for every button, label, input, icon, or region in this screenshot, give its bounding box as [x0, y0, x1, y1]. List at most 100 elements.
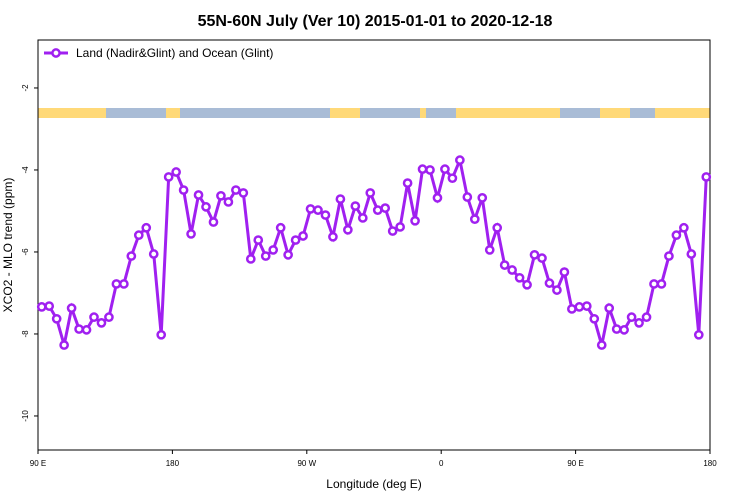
data-point — [245, 254, 256, 264]
ocean-band — [560, 108, 600, 118]
data-point — [387, 226, 398, 236]
data-point — [141, 222, 152, 233]
data-point — [462, 192, 473, 202]
data-point — [268, 245, 279, 255]
data-point — [201, 202, 211, 212]
data-point — [320, 210, 331, 220]
data-point — [395, 222, 405, 232]
data-point — [484, 245, 495, 255]
data-point — [492, 222, 503, 233]
data-point — [193, 190, 204, 200]
data-point — [66, 303, 77, 313]
data-point — [275, 222, 286, 233]
data-point — [171, 167, 181, 177]
data-point — [477, 193, 488, 203]
data-point — [163, 172, 174, 182]
data-point — [425, 165, 435, 175]
data-point — [634, 318, 644, 328]
data-point — [604, 303, 615, 313]
data-point — [178, 185, 189, 195]
data-point — [208, 217, 219, 227]
data-point — [59, 340, 69, 350]
data-point — [305, 204, 316, 214]
data-point — [656, 279, 667, 289]
x-tick-label: 0 — [439, 459, 444, 468]
y-axis-label: XCO2 - MLO trend (ppm) — [1, 178, 15, 313]
data-point — [238, 188, 249, 198]
data-point — [126, 251, 137, 261]
data-point — [156, 329, 167, 340]
y-tick-label: -10 — [21, 410, 30, 422]
data-point — [51, 313, 62, 324]
data-point — [290, 235, 301, 245]
data-point — [81, 325, 92, 335]
data-point — [343, 224, 353, 235]
data-point — [537, 253, 547, 263]
data-point — [664, 251, 674, 261]
x-tick-label: 90 E — [30, 459, 46, 468]
data-point — [402, 178, 413, 188]
data-point — [514, 272, 525, 283]
data-point — [499, 260, 510, 270]
chart-title: 55N-60N July (Ver 10) 2015-01-01 to 2020… — [198, 13, 553, 30]
data-point — [574, 302, 585, 312]
data-point — [335, 194, 346, 204]
data-point — [544, 278, 555, 288]
x-tick-label: 90 W — [297, 459, 316, 468]
ocean-band — [180, 108, 330, 118]
data-point — [649, 279, 659, 289]
data-point — [417, 164, 428, 174]
data-point — [552, 285, 562, 295]
data-point — [432, 193, 443, 203]
x-tick-label: 90 E — [567, 459, 583, 468]
data-point — [223, 197, 234, 207]
data-point — [133, 230, 144, 241]
y-tick-label: -4 — [21, 166, 30, 174]
y-tick-label: -2 — [21, 84, 30, 92]
y-tick-label: -6 — [21, 248, 30, 256]
ocean-band — [630, 108, 655, 118]
data-point — [89, 312, 99, 323]
data-point — [679, 222, 689, 233]
data-point — [186, 229, 196, 239]
data-point — [507, 265, 517, 275]
data-point — [357, 213, 368, 223]
data-point — [589, 313, 600, 324]
data-point — [671, 230, 682, 241]
data-point — [559, 267, 570, 277]
data-point — [611, 324, 622, 334]
ocean-band — [426, 108, 456, 118]
data-point — [469, 214, 480, 225]
data-point — [455, 155, 465, 165]
data-point — [231, 185, 241, 195]
data-point — [253, 235, 264, 245]
data-point — [529, 249, 540, 260]
data-point — [260, 251, 271, 261]
data-point — [96, 318, 107, 328]
x-tick-label: 180 — [703, 459, 717, 468]
data-point — [372, 205, 383, 215]
data-point — [701, 172, 712, 182]
x-tick-label: 180 — [166, 459, 180, 468]
data-point — [350, 201, 361, 211]
data-point — [641, 312, 652, 323]
data-point — [596, 340, 607, 350]
data-point — [313, 205, 323, 215]
data-point — [283, 249, 293, 260]
data-point — [298, 231, 308, 241]
data-point — [581, 301, 592, 311]
data-point — [111, 279, 122, 289]
data-point — [619, 325, 629, 335]
data-point — [447, 173, 458, 184]
data-point — [365, 188, 376, 198]
data-point — [380, 203, 391, 213]
x-axis-label: Longitude (deg E) — [326, 477, 421, 491]
map-strip — [38, 108, 710, 118]
data-point — [119, 279, 129, 289]
data-point — [693, 329, 704, 340]
data-point — [104, 312, 114, 323]
ocean-band — [106, 108, 166, 118]
legend-marker — [51, 48, 61, 58]
